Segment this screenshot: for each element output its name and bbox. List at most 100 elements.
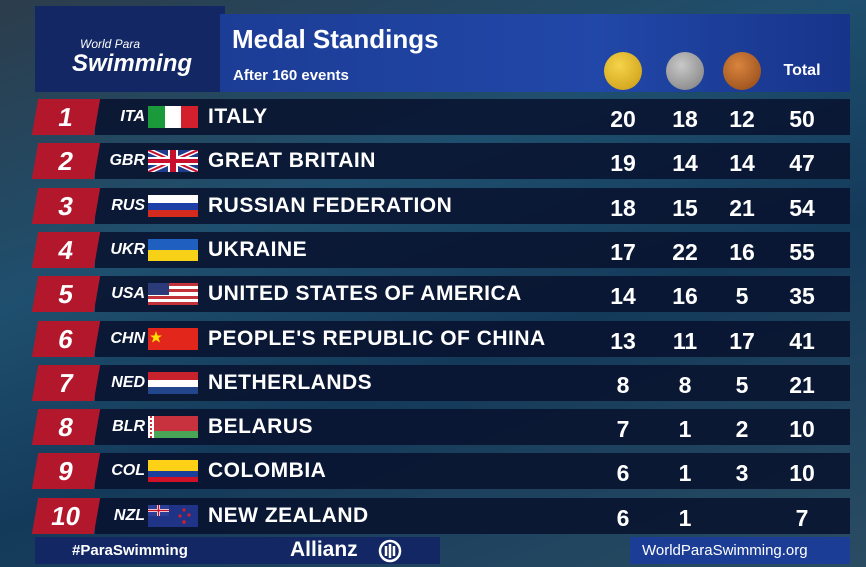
country-name: BELARUS (208, 415, 314, 439)
rank: 6 (31, 320, 101, 357)
country-name: NEW ZEALAND (208, 503, 369, 527)
country-name: ITALY (208, 105, 268, 128)
total-header: Total (783, 62, 821, 79)
total-count: 7 (795, 504, 809, 531)
standing-row: 6 CHN PEOPLE'S REPUBLIC OF CHINA 13 11 17 41 (31, 319, 850, 359)
standing-row: 9 COL COLOMBIA 6 1 3 10 (31, 451, 850, 491)
rank: 8 (31, 409, 101, 446)
silver-count: 22 (672, 238, 698, 265)
silver-count: 18 (672, 106, 698, 132)
gold-count: 8 (616, 371, 630, 398)
footer-bar (35, 537, 440, 564)
standing-row: 5 USA UNITED STATES OF AMERICA 14 16 5 35 (31, 274, 850, 314)
country-name: UNITED STATES OF AMERICA (208, 282, 522, 306)
logo-text: Swimming (72, 50, 193, 77)
standing-row: 2 GBR GREAT BRITAIN 19 14 14 47 (31, 141, 850, 181)
country-code: COL (111, 462, 145, 480)
total-count: 10 (789, 416, 815, 443)
gold-count: 7 (616, 416, 630, 443)
country-code: GBR (109, 152, 145, 170)
bronze-count: 3 (735, 460, 749, 487)
row-background (95, 320, 850, 357)
title: Medal Standings (232, 24, 439, 54)
standing-row: 8 BLR BELARUS 7 1 2 10 (31, 407, 850, 447)
gold-count: 14 (610, 283, 636, 310)
flag (148, 283, 198, 306)
flag (148, 371, 198, 394)
flag (148, 416, 198, 439)
flag (148, 327, 198, 350)
row-background (95, 364, 850, 401)
gold-count: 20 (610, 106, 636, 132)
bronze-count: 5 (735, 371, 749, 398)
hashtag: #ParaSwimming (72, 542, 188, 559)
rank: 4 (31, 231, 101, 268)
total-count: 47 (789, 150, 815, 177)
flag (148, 460, 198, 483)
silver-count: 1 (678, 460, 692, 487)
rank: 1 (31, 99, 101, 135)
country-code: NZL (113, 506, 145, 524)
total-count: 10 (789, 460, 815, 487)
row-background (95, 231, 850, 268)
country-name: COLOMBIA (208, 459, 327, 483)
flag (148, 150, 198, 173)
bronze-count: 17 (729, 327, 755, 354)
total-count: 50 (789, 106, 815, 132)
gold-count: 19 (610, 150, 636, 177)
standing-row: 10 NZL NEW ZEALAND 6 1 7 (31, 496, 850, 536)
bronze-count: 12 (729, 106, 755, 132)
website: WorldParaSwimming.org (642, 542, 808, 559)
country-code: RUS (111, 196, 145, 214)
silver-count: 16 (672, 283, 698, 310)
rank: 7 (31, 364, 101, 401)
silver-count: 15 (672, 194, 698, 221)
gold-count: 17 (610, 238, 636, 265)
sponsor-logo (378, 539, 402, 563)
bronze-count: 16 (729, 238, 755, 265)
standing-row: 7 NED NETHERLANDS 8 8 5 21 (31, 363, 850, 403)
gold-count: 6 (616, 460, 630, 487)
flag (148, 194, 198, 217)
silver-count: 8 (678, 371, 692, 398)
logo-text: World Para (80, 37, 141, 51)
gold-count: 13 (610, 327, 636, 354)
rank: 10 (31, 497, 101, 534)
country-code: ITA (120, 108, 145, 125)
country-code: NED (111, 373, 145, 391)
silver-count: 1 (678, 416, 692, 443)
silver-count: 1 (678, 504, 692, 531)
bronze-count: 2 (735, 416, 749, 443)
bronze-medal-icon (723, 52, 761, 90)
country-name: NETHERLANDS (208, 370, 373, 394)
country-name: PEOPLE'S REPUBLIC OF CHINA (208, 326, 546, 350)
gold-count: 6 (616, 504, 630, 531)
flag (148, 106, 198, 128)
total-count: 21 (789, 371, 815, 398)
flag (148, 238, 198, 261)
country-code: CHN (110, 329, 145, 347)
country-code: UKR (110, 240, 145, 258)
total-count: 41 (789, 327, 815, 354)
silver-count: 14 (672, 150, 698, 177)
row-background (95, 453, 850, 490)
standing-row: 1 ITA ITALY 20 18 12 50 (31, 97, 850, 137)
footer-bar (630, 537, 850, 564)
bronze-count: 5 (735, 283, 749, 310)
country-name: UKRAINE (208, 237, 308, 261)
country-code: BLR (112, 418, 145, 436)
logo-panel (35, 6, 225, 92)
bronze-count: 14 (729, 150, 755, 177)
row-background (95, 99, 850, 135)
country-code: USA (111, 285, 145, 303)
row-background (95, 409, 850, 446)
row-background (95, 143, 850, 180)
total-count: 55 (789, 238, 815, 265)
row-background (95, 497, 850, 534)
standing-row: 4 UKR UKRAINE 17 22 16 55 (31, 230, 850, 270)
country-name: RUSSIAN FEDERATION (208, 193, 453, 217)
silver-medal-icon (666, 52, 704, 90)
gold-medal-icon (604, 52, 642, 90)
sponsor: Allianz (290, 538, 358, 561)
rank: 5 (31, 276, 101, 313)
